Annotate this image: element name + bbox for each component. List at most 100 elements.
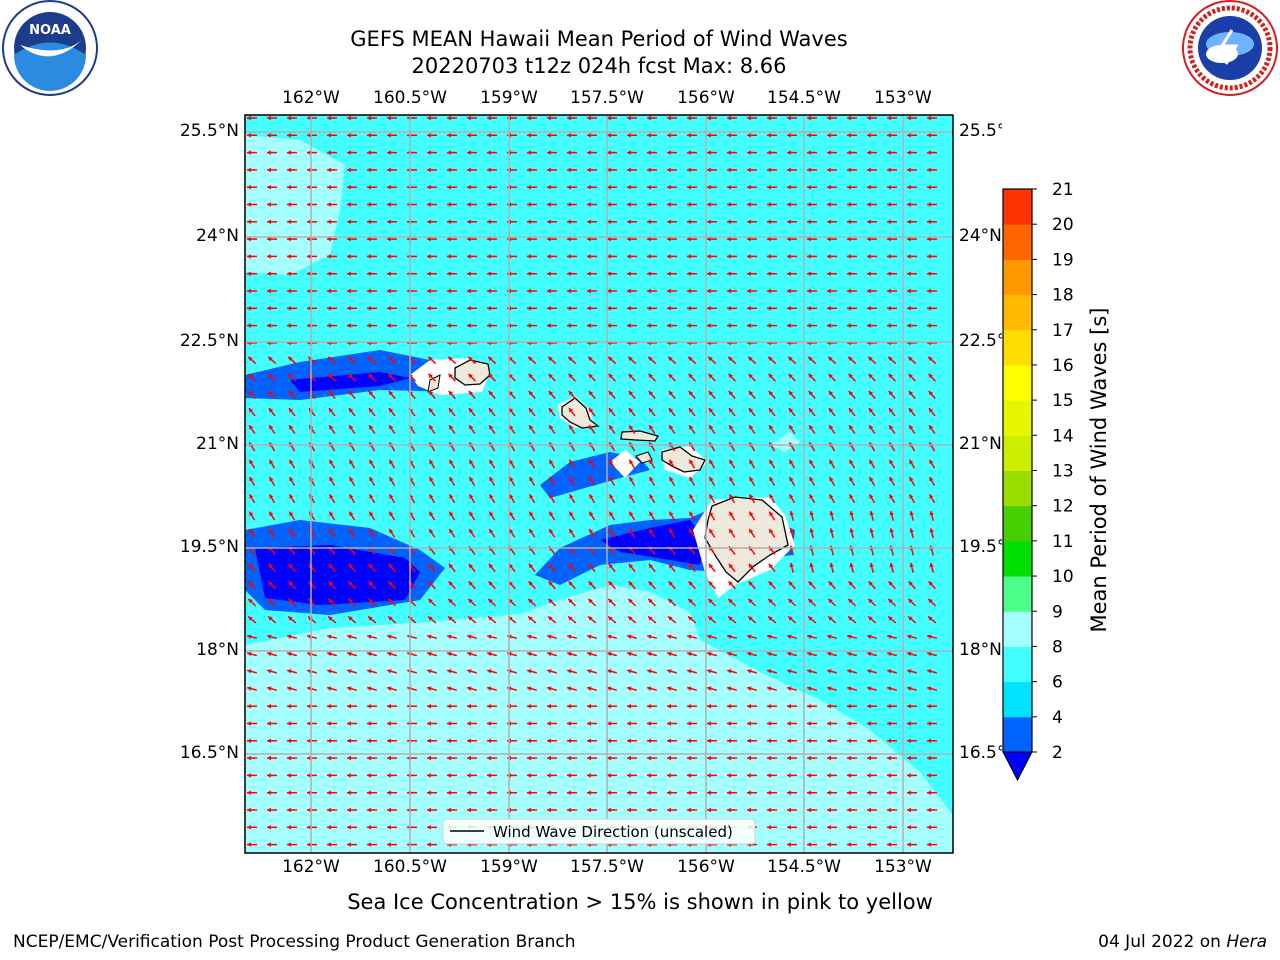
direction-arrow [766,651,778,657]
direction-arrow [367,236,377,242]
direction-arrow [567,721,577,726]
direction-arrow [607,288,617,294]
direction-arrow [487,703,497,709]
direction-arrow [247,738,257,744]
direction-arrow [687,615,697,624]
direction-arrow [427,236,437,242]
direction-arrow [847,807,857,813]
direction-arrow [768,390,776,400]
direction-arrow [307,323,317,328]
direction-arrow [527,721,537,726]
direction-arrow [287,356,297,365]
direction-arrow [708,493,716,504]
direction-arrow [927,824,937,830]
direction-arrow [247,150,257,155]
direction-arrow [347,254,357,259]
direction-arrow [867,615,877,624]
direction-arrow [787,150,797,155]
direction-arrow [288,407,296,417]
direction-arrow [548,459,556,469]
direction-arrow [248,459,256,469]
direction-arrow [587,323,597,328]
run-date-text: 04 Jul 2022 on [1098,932,1227,952]
direction-arrow [347,202,357,207]
direction-arrow [328,407,336,417]
direction-arrow [527,115,537,121]
direction-arrow [427,184,437,190]
direction-arrow [887,305,897,311]
direction-arrow [627,773,637,778]
direction-arrow [587,615,597,624]
direction-arrow [327,236,337,242]
direction-arrow [468,373,476,382]
direction-arrow [927,254,937,259]
direction-arrow [688,511,696,521]
direction-arrow [647,721,657,726]
direction-arrow [346,686,358,691]
direction-arrow [908,424,916,434]
direction-arrow [907,323,917,328]
direction-arrow [627,202,637,207]
direction-arrow [346,634,358,640]
direction-arrow [488,476,496,487]
direction-arrow [667,202,677,207]
direction-arrow [307,755,317,761]
direction-arrow [327,219,337,225]
direction-arrow [447,790,457,796]
direction-arrow [587,703,597,709]
direction-arrow [727,738,737,744]
direction-arrow [926,686,938,691]
direction-arrow [907,824,917,830]
direction-arrow [546,686,558,691]
direction-arrow [267,219,277,225]
island-lanai [635,451,653,464]
direction-arrow [646,651,658,657]
direction-arrow [846,669,858,674]
direction-arrow [667,150,677,155]
direction-arrow [467,236,477,242]
direction-arrow [527,598,537,607]
direction-arrow [647,167,657,173]
direction-arrow [508,493,516,504]
direction-arrow [347,323,357,328]
direction-arrow [647,219,657,225]
direction-arrow [567,615,577,624]
direction-arrow [927,721,937,726]
direction-arrow [568,493,576,504]
direction-arrow [687,132,697,138]
direction-arrow [287,132,297,138]
direction-arrow [586,669,598,674]
direction-arrow [827,150,837,155]
direction-arrow [287,288,297,294]
direction-arrow [527,738,537,744]
direction-arrow [247,115,257,121]
direction-arrow [907,738,917,744]
direction-arrow [768,424,776,434]
direction-arrow [907,842,917,847]
direction-arrow [388,511,396,521]
direction-arrow [747,356,757,365]
direction-arrow [327,271,337,277]
direction-arrow [528,476,536,487]
direction-arrow [287,305,297,311]
direction-arrow [707,790,717,796]
direction-arrow [247,598,257,607]
direction-arrow [348,407,356,417]
direction-arrow [247,703,257,709]
direction-arrow [707,773,717,778]
direction-arrow [247,824,257,830]
direction-arrow [367,167,377,173]
direction-arrow [807,150,817,155]
direction-arrow [467,167,477,173]
direction-arrow [807,755,817,761]
direction-arrow [287,598,297,607]
lat-tick-right: 24°N [959,226,1002,246]
direction-arrow [327,202,337,207]
direction-arrow [808,493,816,504]
direction-arrow [887,150,897,155]
direction-arrow [727,807,737,813]
direction-arrow [667,323,677,328]
direction-arrow [667,755,677,761]
direction-arrow [728,373,736,382]
direction-arrow [288,424,296,434]
